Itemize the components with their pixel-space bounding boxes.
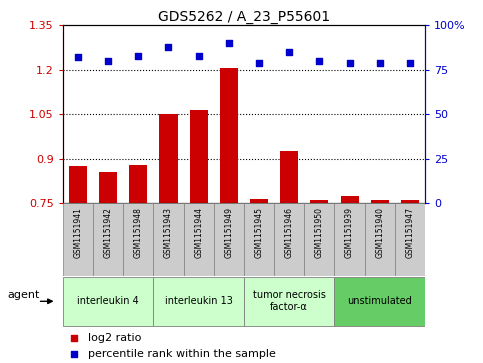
Title: GDS5262 / A_23_P55601: GDS5262 / A_23_P55601 bbox=[158, 11, 330, 24]
Text: GSM1151947: GSM1151947 bbox=[405, 207, 414, 258]
Text: GSM1151945: GSM1151945 bbox=[255, 207, 264, 258]
Text: agent: agent bbox=[8, 290, 40, 300]
Text: interleukin 13: interleukin 13 bbox=[165, 296, 233, 306]
Bar bbox=[341, 196, 358, 203]
Point bbox=[70, 351, 77, 357]
Bar bbox=[129, 165, 147, 203]
Bar bbox=[311, 200, 328, 203]
Text: GSM1151944: GSM1151944 bbox=[194, 207, 203, 258]
Point bbox=[104, 58, 112, 64]
Bar bbox=[334, 203, 365, 276]
Bar bbox=[184, 203, 213, 276]
Point bbox=[376, 60, 384, 66]
Bar bbox=[63, 277, 154, 326]
Bar bbox=[159, 114, 178, 203]
Bar bbox=[280, 151, 298, 203]
Point bbox=[225, 40, 233, 46]
Point bbox=[195, 53, 202, 58]
Text: GSM1151946: GSM1151946 bbox=[284, 207, 294, 258]
Bar bbox=[304, 203, 334, 276]
Bar bbox=[401, 200, 419, 203]
Text: GSM1151948: GSM1151948 bbox=[134, 207, 143, 258]
Text: GSM1151950: GSM1151950 bbox=[315, 207, 324, 258]
Text: GSM1151943: GSM1151943 bbox=[164, 207, 173, 258]
Bar bbox=[244, 203, 274, 276]
Bar bbox=[250, 199, 268, 203]
Point bbox=[406, 60, 414, 66]
Text: GSM1151949: GSM1151949 bbox=[224, 207, 233, 258]
Bar bbox=[93, 203, 123, 276]
Text: GSM1151942: GSM1151942 bbox=[103, 207, 113, 258]
Bar bbox=[371, 200, 389, 203]
Point bbox=[70, 335, 77, 340]
Bar bbox=[63, 203, 93, 276]
Bar bbox=[365, 203, 395, 276]
Text: interleukin 4: interleukin 4 bbox=[77, 296, 139, 306]
Text: GSM1151941: GSM1151941 bbox=[73, 207, 83, 258]
Text: tumor necrosis
factor-α: tumor necrosis factor-α bbox=[253, 290, 326, 312]
Bar bbox=[244, 277, 334, 326]
Point bbox=[74, 54, 82, 60]
Bar bbox=[154, 203, 184, 276]
Bar bbox=[395, 203, 425, 276]
Bar bbox=[274, 203, 304, 276]
Bar bbox=[213, 203, 244, 276]
Bar bbox=[189, 110, 208, 203]
Point bbox=[346, 60, 354, 66]
Text: unstimulated: unstimulated bbox=[347, 296, 412, 306]
Text: GSM1151939: GSM1151939 bbox=[345, 207, 354, 258]
Text: log2 ratio: log2 ratio bbox=[88, 333, 142, 343]
Point bbox=[134, 53, 142, 58]
Bar bbox=[123, 203, 154, 276]
Point bbox=[165, 44, 172, 50]
Point bbox=[315, 58, 323, 64]
Bar bbox=[154, 277, 244, 326]
Bar bbox=[69, 166, 87, 203]
Text: percentile rank within the sample: percentile rank within the sample bbox=[88, 349, 276, 359]
Bar bbox=[99, 172, 117, 203]
Text: GSM1151940: GSM1151940 bbox=[375, 207, 384, 258]
Point bbox=[285, 49, 293, 55]
Bar bbox=[220, 68, 238, 203]
Point bbox=[255, 60, 263, 66]
Bar bbox=[334, 277, 425, 326]
